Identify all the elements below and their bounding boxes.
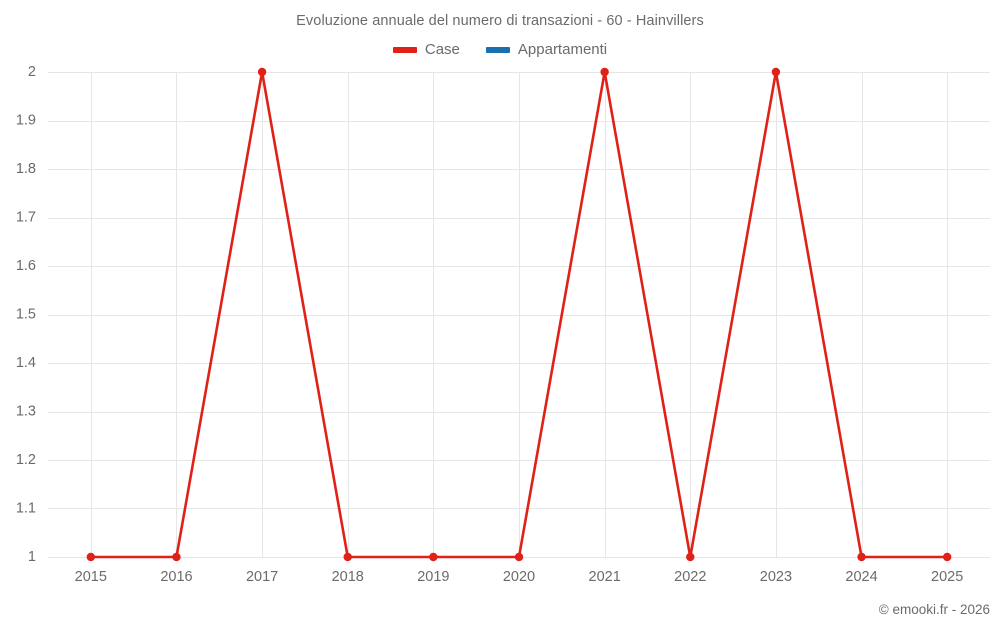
y-axis-ticks: 1 1.1 1.2 1.3 1.4 1.5 1.6 1.7 1.8 1.9 2 [16,64,36,565]
x-tick-label: 2024 [845,569,877,585]
copyright-credit: © emooki.fr - 2026 [878,602,990,617]
series-markers-case [86,67,952,562]
y-tick-label: 1.1 [16,500,36,516]
data-point-marker[interactable] [514,552,524,562]
data-point-marker[interactable] [257,67,267,77]
x-tick-label: 2018 [332,569,364,585]
data-point-marker[interactable] [857,552,866,562]
y-tick-label: 1.7 [16,209,36,225]
legend-swatch-case [392,46,417,53]
y-tick-label: 1.4 [16,355,36,371]
y-tick-label: 1.8 [16,161,36,177]
x-tick-label: 2015 [75,569,107,585]
x-tick-label: 2021 [589,569,621,585]
data-point-marker[interactable] [600,67,609,77]
legend-label-appartamenti: Appartamenti [517,41,608,58]
legend-label-case: Case [424,41,460,58]
data-point-marker[interactable] [771,67,781,77]
y-tick-label: 1.9 [16,112,36,128]
x-tick-label: 2019 [417,569,449,585]
x-tick-label: 2020 [503,569,535,585]
data-point-marker[interactable] [429,552,438,562]
data-point-marker[interactable] [686,552,695,562]
chart-legend: Case Appartamenti [0,41,1000,58]
y-tick-label: 1 [28,549,36,565]
data-point-marker[interactable] [172,552,181,562]
legend-item-case[interactable]: Case [392,41,460,58]
chart-title: Evoluzione annuale del numero di transaz… [296,13,704,29]
y-tick-label: 1.5 [16,306,36,322]
legend-swatch-appartamenti [485,46,510,53]
y-tick-label: 1.2 [16,452,36,468]
x-tick-label: 2022 [674,569,706,585]
x-tick-label: 2017 [246,569,278,585]
data-point-marker[interactable] [86,552,96,562]
x-tick-label: 2025 [931,569,963,585]
data-point-marker[interactable] [942,552,952,562]
gridlines-vertical [91,72,948,557]
x-tick-label: 2016 [160,569,192,585]
y-tick-label: 2 [28,64,36,80]
legend-item-appartamenti[interactable]: Appartamenti [485,41,608,58]
y-tick-label: 1.6 [16,258,36,274]
x-axis-ticks: 2015 2016 2017 2018 2019 2020 2021 2022 2023 2024… [75,569,964,585]
data-point-marker[interactable] [343,552,352,562]
y-tick-label: 1.3 [16,403,36,419]
x-tick-label: 2023 [760,569,792,585]
